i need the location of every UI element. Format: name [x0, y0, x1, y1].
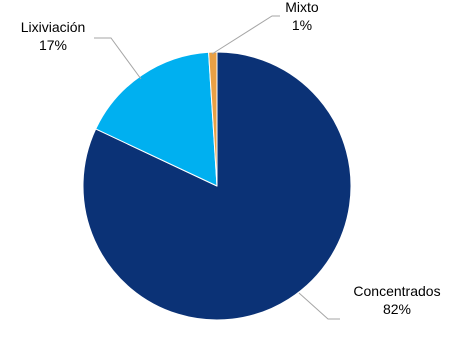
data-label-mixto-value: 1%: [292, 17, 312, 33]
pie-slice-mixto: [208, 51, 218, 187]
data-label-mixto-name: Mixto: [285, 0, 319, 15]
leader-line-lixiviacion: [94, 37, 142, 80]
data-labels: Concentrados 82% Lixiviación 17% Mixto 1%: [21, 0, 441, 317]
data-label-concentrados-value: 82%: [383, 301, 411, 317]
pie-slices: [82, 51, 352, 321]
data-label-lixiviacion-name: Lixiviación: [21, 19, 86, 35]
leader-lines: [94, 15, 340, 320]
data-label-concentrados-name: Concentrados: [353, 283, 440, 299]
leader-line-mixto: [211, 15, 280, 55]
pie-slice-lixiviacion: [95, 51, 218, 187]
data-label-lixiviacion-value: 17%: [39, 37, 67, 53]
leader-line-concentrados: [298, 292, 340, 320]
